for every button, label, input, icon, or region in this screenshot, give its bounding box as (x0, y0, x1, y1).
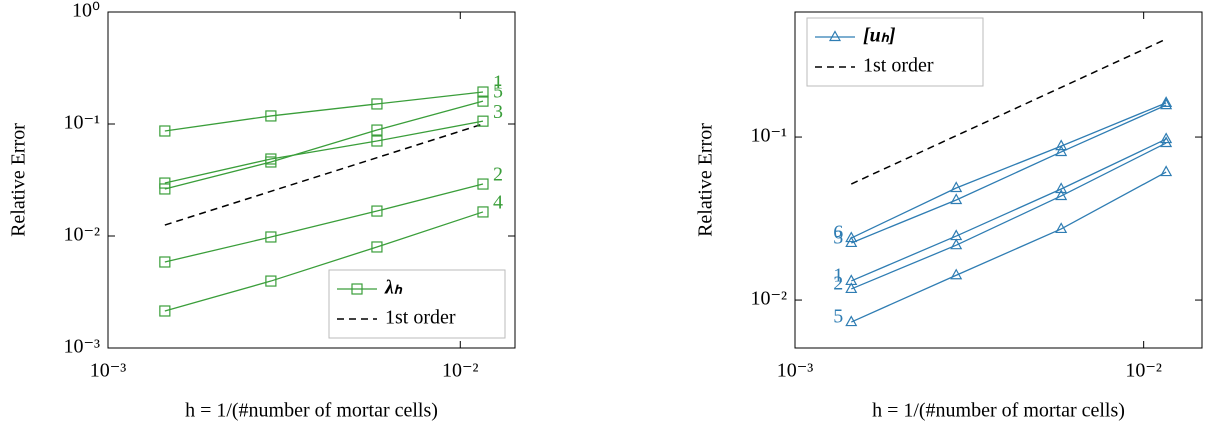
x-tick-label: 10⁻³ (90, 360, 127, 382)
y-tick-label: 10⁻² (63, 224, 100, 246)
x-tick-label: 10⁻² (442, 360, 479, 382)
legend-label: λₕ (384, 277, 403, 299)
series-label: 1 (493, 72, 503, 94)
y-tick-label: 10⁻³ (63, 336, 100, 358)
marker (845, 236, 858, 248)
marker (265, 275, 277, 287)
marker (265, 231, 277, 243)
marker (1055, 145, 1068, 157)
marker (371, 124, 383, 136)
marker (845, 282, 858, 294)
series-line (851, 104, 1167, 244)
reference-line (850, 38, 1167, 185)
series-label: 5 (493, 81, 503, 103)
x-axis-label: h = 1/(#number of mortar cells) (872, 400, 1125, 422)
marker (1055, 222, 1068, 234)
plot-frame (794, 11, 1203, 349)
series-label: 2 (833, 273, 843, 295)
legend-label: 1st order (863, 55, 934, 77)
y-tick-label: 10⁻¹ (750, 125, 787, 147)
y-tick-label: 10⁻² (750, 288, 787, 310)
marker (477, 178, 489, 190)
x-tick-label: 10⁻² (1125, 360, 1162, 382)
series-line (850, 102, 1167, 239)
series-line (164, 100, 484, 190)
marker (950, 238, 963, 250)
marker (1055, 139, 1068, 151)
series-line (850, 171, 1167, 323)
marker (1055, 189, 1068, 201)
series-label: 5 (833, 306, 843, 328)
legend-label: [uₕ] (863, 25, 896, 47)
marker (371, 135, 383, 147)
reference-line (164, 123, 484, 226)
legend-label: 1st order (385, 307, 456, 329)
marker (828, 30, 842, 42)
plot-frame (107, 11, 516, 349)
series-label: 3 (493, 101, 503, 123)
marker (159, 183, 171, 195)
series-label: 4 (493, 192, 503, 214)
marker (1160, 165, 1173, 177)
series-line (164, 91, 484, 132)
marker (159, 177, 171, 189)
series-line (851, 142, 1167, 290)
marker (950, 193, 963, 205)
series-line (164, 183, 484, 263)
marker (477, 86, 489, 98)
marker (845, 231, 858, 243)
marker (950, 181, 963, 193)
legend-box (806, 17, 984, 87)
marker (265, 110, 277, 122)
marker (371, 205, 383, 217)
marker (950, 268, 963, 280)
marker (1160, 98, 1173, 110)
marker (159, 305, 171, 317)
marker (159, 125, 171, 137)
marker (477, 115, 489, 127)
series-line (851, 138, 1167, 282)
marker (371, 98, 383, 110)
marker (477, 206, 489, 218)
marker (1160, 132, 1173, 144)
series-label: 2 (493, 164, 503, 186)
legend-box (328, 269, 506, 339)
y-tick-label: 10⁰ (72, 0, 100, 22)
y-axis-label: Relative Error (8, 123, 30, 237)
series-label: 6 (833, 222, 843, 244)
y-axis-label: Relative Error (695, 123, 717, 237)
series-label: 3 (833, 227, 843, 249)
marker (1160, 96, 1173, 107)
series-line (164, 120, 484, 184)
marker (265, 153, 277, 165)
series-label: 1 (833, 265, 843, 287)
marker (351, 283, 363, 295)
marker (477, 95, 489, 107)
marker (1055, 182, 1068, 194)
marker (845, 315, 858, 327)
marker (371, 241, 383, 253)
y-tick-label: 10⁻¹ (63, 112, 100, 134)
series-line (164, 211, 484, 312)
marker (159, 256, 171, 268)
marker (1160, 136, 1173, 148)
x-axis-label: h = 1/(#number of mortar cells) (185, 400, 438, 422)
x-tick-label: 10⁻³ (777, 360, 814, 382)
